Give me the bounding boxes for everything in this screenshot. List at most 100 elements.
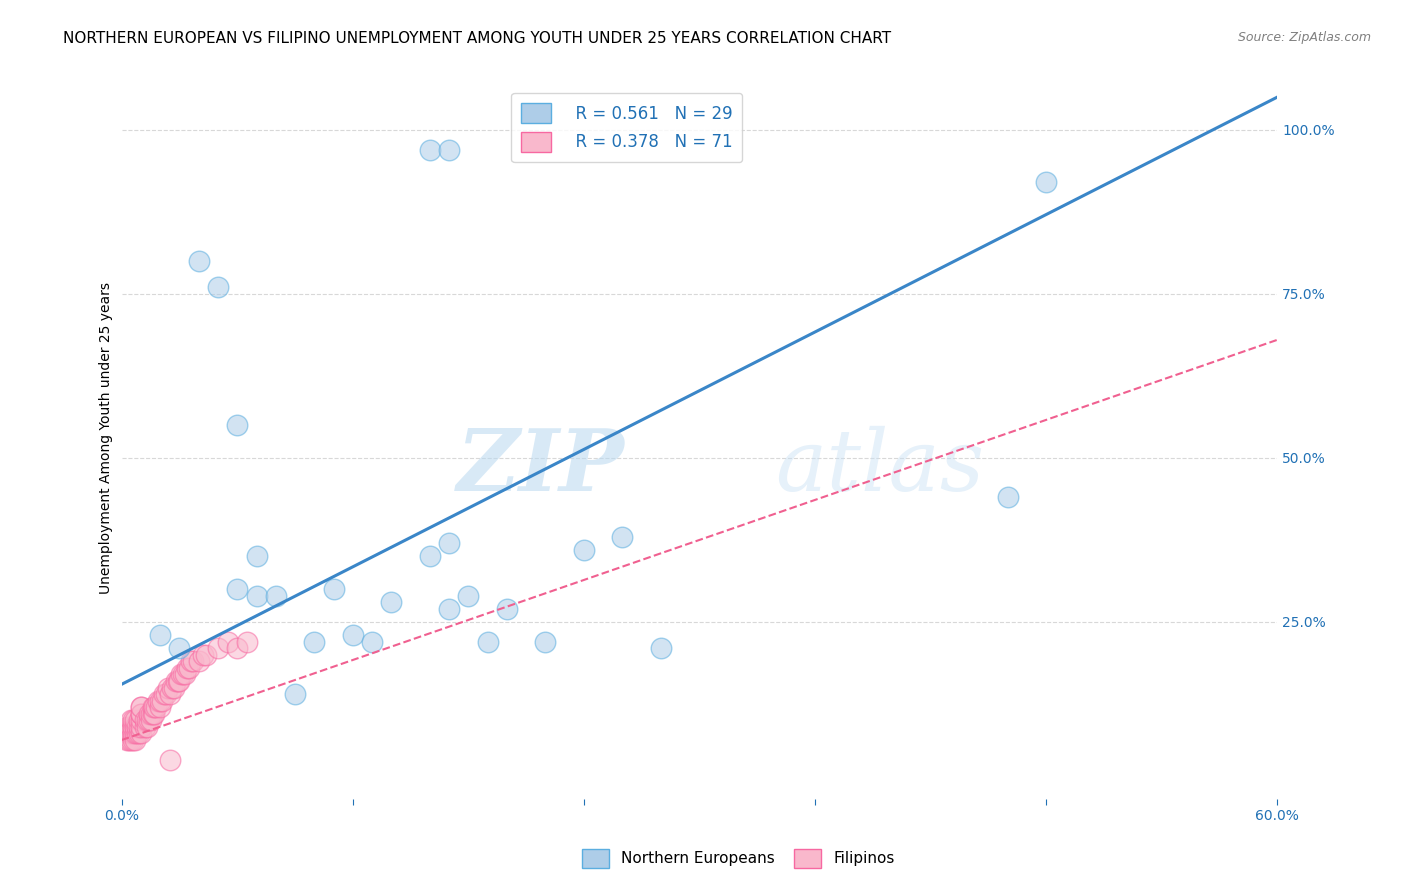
Text: ZIP: ZIP <box>457 425 624 508</box>
Y-axis label: Unemployment Among Youth under 25 years: Unemployment Among Youth under 25 years <box>100 282 114 594</box>
Point <box>217 634 239 648</box>
Point <box>236 634 259 648</box>
Point <box>148 693 170 707</box>
Point <box>150 693 173 707</box>
Point <box>166 673 188 688</box>
Point <box>128 726 150 740</box>
Point <box>129 720 152 734</box>
Point <box>124 720 146 734</box>
Point <box>226 641 249 656</box>
Point <box>127 726 149 740</box>
Point <box>195 648 218 662</box>
Point <box>477 634 499 648</box>
Point <box>176 661 198 675</box>
Point <box>177 661 200 675</box>
Point <box>122 714 145 728</box>
Point <box>122 726 145 740</box>
Point <box>120 714 142 728</box>
Point <box>207 280 229 294</box>
Point <box>174 667 197 681</box>
Point <box>997 491 1019 505</box>
Point <box>118 733 141 747</box>
Point <box>138 714 160 728</box>
Point <box>149 693 172 707</box>
Point <box>129 706 152 721</box>
Point <box>170 667 193 681</box>
Point <box>120 726 142 740</box>
Point <box>124 733 146 747</box>
Text: NORTHERN EUROPEAN VS FILIPINO UNEMPLOYMENT AMONG YOUTH UNDER 25 YEARS CORRELATIO: NORTHERN EUROPEAN VS FILIPINO UNEMPLOYME… <box>63 31 891 46</box>
Point <box>118 726 141 740</box>
Point <box>117 726 139 740</box>
Point <box>134 714 156 728</box>
Point <box>141 700 163 714</box>
Point <box>120 720 142 734</box>
Point <box>135 714 157 728</box>
Point <box>129 726 152 740</box>
Point <box>153 687 176 701</box>
Point <box>145 700 167 714</box>
Point <box>534 634 557 648</box>
Point <box>342 628 364 642</box>
Point <box>264 589 287 603</box>
Point <box>245 589 267 603</box>
Point <box>172 667 194 681</box>
Point <box>129 714 152 728</box>
Text: Source: ZipAtlas.com: Source: ZipAtlas.com <box>1237 31 1371 45</box>
Point <box>226 582 249 596</box>
Point <box>127 720 149 734</box>
Point <box>155 687 177 701</box>
Point <box>129 700 152 714</box>
Point <box>129 700 152 714</box>
Point <box>122 720 145 734</box>
Point <box>245 549 267 564</box>
Point <box>156 681 179 695</box>
Point <box>572 542 595 557</box>
Point <box>118 720 141 734</box>
Point <box>128 714 150 728</box>
Point <box>419 549 441 564</box>
Point <box>437 602 460 616</box>
Point <box>159 687 181 701</box>
Point <box>380 595 402 609</box>
Point <box>284 687 307 701</box>
Point <box>128 720 150 734</box>
Point <box>169 673 191 688</box>
Point <box>437 143 460 157</box>
Point <box>139 714 162 728</box>
Legend:   R = 0.561   N = 29,   R = 0.378   N = 71: R = 0.561 N = 29, R = 0.378 N = 71 <box>512 93 742 162</box>
Point <box>180 654 202 668</box>
Point <box>650 641 672 656</box>
Point <box>187 654 209 668</box>
Point <box>226 418 249 433</box>
Point <box>191 648 214 662</box>
Text: atlas: atlas <box>775 425 984 508</box>
Point <box>612 530 634 544</box>
Point <box>124 714 146 728</box>
Point <box>139 706 162 721</box>
Point <box>163 681 186 695</box>
Point <box>143 706 166 721</box>
Point <box>496 602 519 616</box>
Point <box>117 720 139 734</box>
Point <box>135 720 157 734</box>
Point <box>134 720 156 734</box>
Point <box>437 536 460 550</box>
Point <box>165 673 187 688</box>
Point <box>124 726 146 740</box>
Point <box>117 733 139 747</box>
Point <box>122 733 145 747</box>
Point <box>304 634 326 648</box>
Point <box>361 634 384 648</box>
Point <box>181 654 204 668</box>
Legend: Northern Europeans, Filipinos: Northern Europeans, Filipinos <box>575 843 901 873</box>
Point <box>187 254 209 268</box>
Point <box>120 733 142 747</box>
Point <box>149 700 172 714</box>
Point <box>160 681 183 695</box>
Point <box>207 641 229 656</box>
Point <box>149 628 172 642</box>
Point <box>169 641 191 656</box>
Point <box>1035 175 1057 189</box>
Point <box>143 700 166 714</box>
